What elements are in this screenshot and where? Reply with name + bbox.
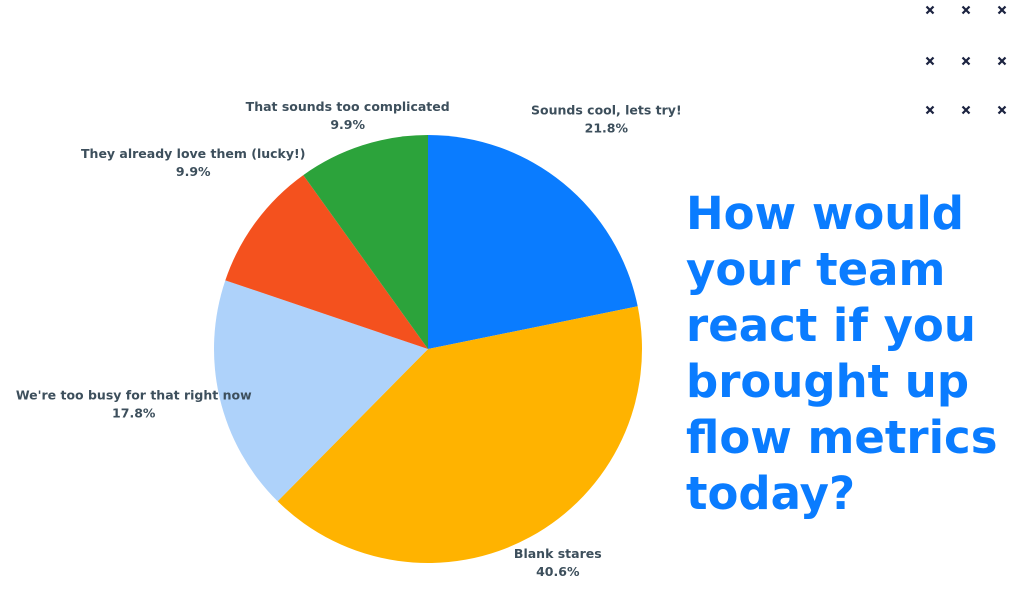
cross bbox=[961, 56, 971, 66]
slice-label: They already love them (lucky!) bbox=[81, 146, 305, 161]
cross bbox=[997, 5, 1007, 15]
slice-label: Sounds cool, lets try! bbox=[531, 103, 682, 118]
pie-slice bbox=[303, 135, 428, 349]
value-label: 40.6% bbox=[536, 564, 580, 579]
value-label: 17.8% bbox=[112, 406, 156, 421]
cross bbox=[961, 5, 971, 15]
pie-slice bbox=[277, 306, 642, 563]
cross bbox=[925, 105, 935, 115]
cross bbox=[925, 5, 935, 15]
value-label: 9.9% bbox=[330, 117, 365, 132]
pie-slice bbox=[428, 135, 638, 349]
chart-title: How would your team react if you brought… bbox=[686, 187, 998, 520]
pie-slice bbox=[225, 175, 428, 349]
value-label: 21.8% bbox=[585, 121, 629, 136]
value-label: 9.9% bbox=[176, 164, 211, 179]
pie-slice bbox=[214, 280, 428, 502]
decoration bbox=[925, 5, 1007, 115]
slice-label: We're too busy for that right now bbox=[16, 388, 252, 403]
slice-label: Blank stares bbox=[514, 546, 602, 561]
cross bbox=[997, 105, 1007, 115]
cross bbox=[925, 56, 935, 66]
cross bbox=[997, 56, 1007, 66]
cross bbox=[961, 105, 971, 115]
slice-label: That sounds too complicated bbox=[246, 99, 450, 114]
